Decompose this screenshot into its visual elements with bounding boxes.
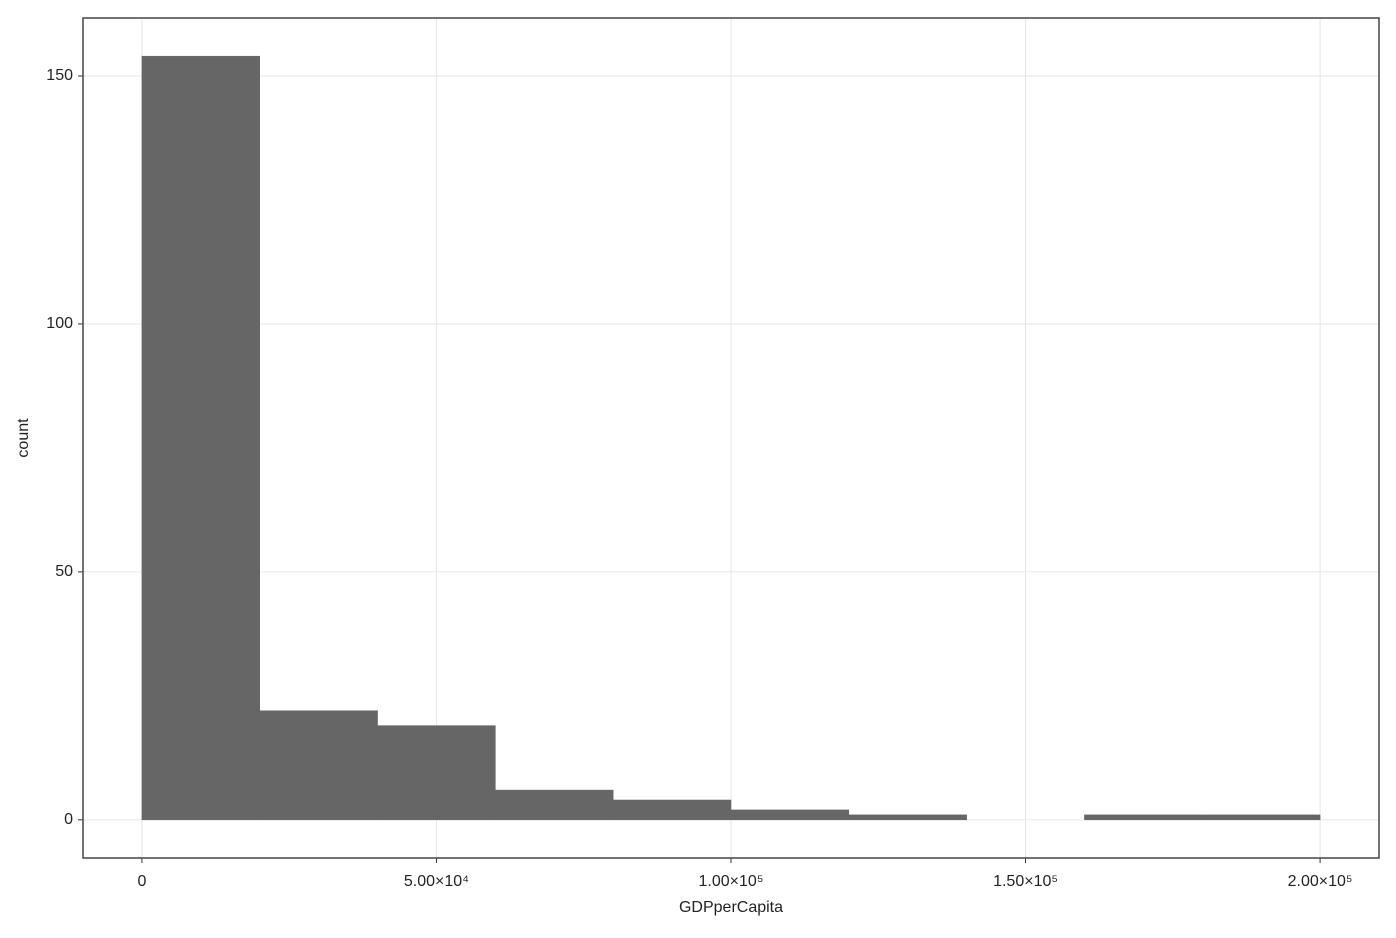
x-tick-label: 2.00×10⁵ [1288, 873, 1353, 890]
bar [495, 789, 614, 821]
y-axis-label: count [15, 418, 32, 458]
plot-frame [82, 17, 1380, 859]
x-tick-label: 0 [137, 873, 146, 890]
bar [1202, 814, 1321, 821]
y-tick-label: 100 [46, 315, 73, 332]
bar [612, 799, 732, 821]
bar [259, 710, 378, 821]
bar [377, 725, 496, 821]
bar [1084, 814, 1203, 821]
bar [730, 809, 850, 821]
y-tick-label: 50 [55, 563, 73, 580]
x-tick-label: 1.00×10⁵ [699, 873, 764, 890]
x-tick-label: 1.50×10⁵ [993, 873, 1058, 890]
bar [141, 55, 260, 821]
x-axis-label: GDPperCapita [679, 899, 783, 916]
bar [848, 814, 967, 821]
x-tick-label: 5.00×10⁴ [404, 873, 469, 890]
y-tick-label: 0 [64, 811, 73, 828]
y-tick-label: 150 [46, 67, 73, 84]
